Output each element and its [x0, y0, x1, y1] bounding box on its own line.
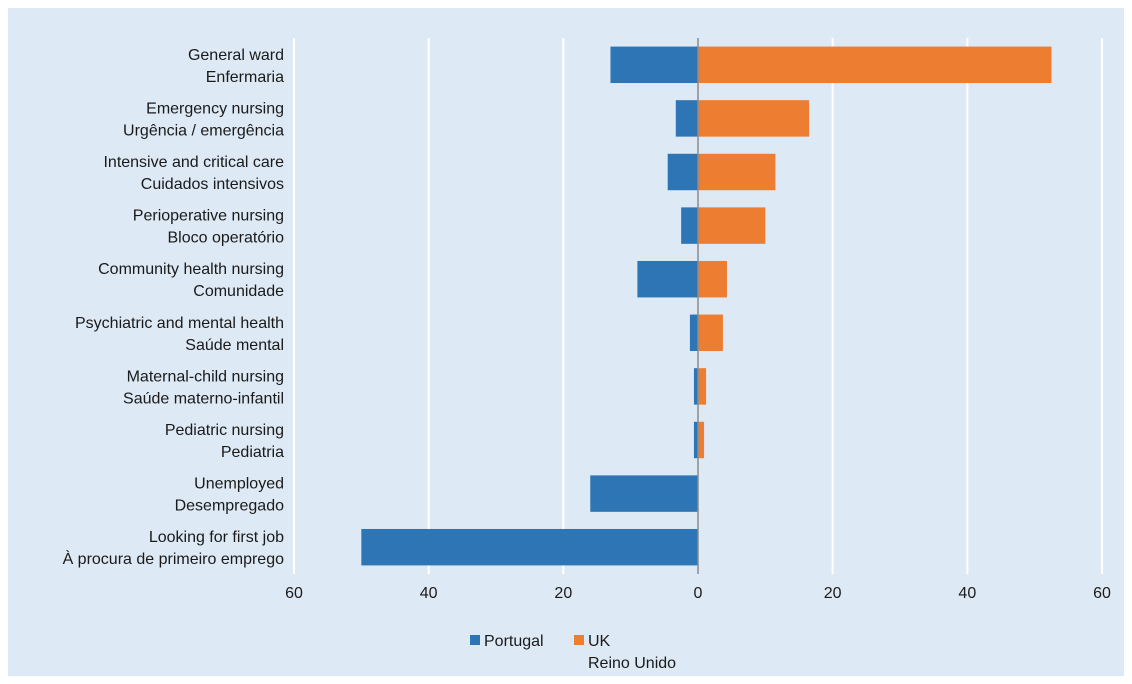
- bar-series0-4: [637, 260, 698, 298]
- bar-series0-1: [675, 100, 698, 137]
- bar-series1-6: [698, 368, 707, 405]
- category-label-0: General ward Enfermaria: [188, 47, 284, 86]
- x-tick-labels: 60 40 20 0 20 40 60: [285, 585, 1111, 602]
- category-label-line: Maternal-child nursing: [127, 368, 284, 385]
- category-label-line: Perioperative nursing: [133, 208, 284, 225]
- bar-series0-2: [667, 153, 698, 191]
- legend-label-0: Portugal: [484, 633, 544, 650]
- bar-series1-4: [698, 260, 727, 298]
- legend-label-line: UK: [588, 633, 611, 650]
- x-tick-label-0: 60: [285, 585, 303, 602]
- category-label-line: Looking for first job: [149, 529, 284, 546]
- bar-series1-7: [698, 421, 705, 459]
- chart-frame: General ward Enfermaria Emergency nursing U…: [8, 8, 1124, 676]
- category-label-line: Saúde mental: [185, 337, 284, 354]
- category-label-line: Saúde materno-infantil: [123, 390, 284, 407]
- legend-label-line: Reino Unido: [588, 655, 676, 672]
- category-label-line: Bloco operatório: [167, 230, 284, 247]
- x-tick-label-5: 40: [958, 585, 976, 602]
- bar-series1-5: [698, 314, 723, 352]
- category-label-6: Maternal-child nursing Saúde materno-infa…: [123, 368, 284, 407]
- bar-series1-1: [698, 100, 810, 137]
- x-tick-label-3: 0: [694, 585, 703, 602]
- legend: Portugal UK Reino Unido: [470, 633, 676, 672]
- bar-series0-8: [590, 475, 698, 512]
- category-label-line: Cuidados intensivos: [141, 176, 284, 193]
- category-labels: General ward Enfermaria Emergency nursing U…: [63, 47, 285, 568]
- bars: [361, 38, 1052, 574]
- legend-label-line: Portugal: [484, 633, 544, 650]
- category-label-line: Pediatric nursing: [165, 422, 284, 439]
- legend-label-1: UK Reino Unido: [588, 633, 676, 672]
- bar-series0-5: [689, 314, 698, 352]
- category-label-2: Intensive and critical care Cuidados inte…: [103, 154, 284, 193]
- bar-series0-9: [361, 528, 698, 566]
- x-tick-label-4: 20: [824, 585, 842, 602]
- category-label-line: Unemployed: [194, 476, 284, 493]
- category-label-line: Emergency nursing: [146, 100, 284, 117]
- bar-series0-3: [681, 207, 698, 244]
- category-label-line: Desempregado: [175, 498, 285, 515]
- legend-swatch-1: [574, 635, 584, 645]
- category-label-1: Emergency nursing Urgência / emergência: [123, 100, 284, 139]
- x-tick-label-2: 20: [554, 585, 572, 602]
- bar-series0-6: [693, 368, 698, 405]
- category-label-line: General ward: [188, 47, 284, 64]
- bar-series1-0: [698, 46, 1052, 84]
- x-tick-label-6: 60: [1093, 585, 1111, 602]
- category-label-line: Pediatria: [221, 444, 284, 461]
- category-label-9: Looking for first job À procura de primei…: [63, 529, 285, 568]
- category-label-line: Intensive and critical care: [103, 154, 284, 171]
- category-label-4: Community health nursing Comunidade: [98, 261, 284, 300]
- bar-series1-3: [698, 207, 766, 244]
- category-label-line: Enfermaria: [206, 69, 284, 86]
- bar-series1-2: [698, 153, 776, 191]
- category-label-line: Urgência / emergência: [123, 122, 284, 139]
- category-label-3: Perioperative nursing Bloco operatório: [133, 208, 284, 247]
- category-label-line: Community health nursing: [98, 261, 284, 278]
- bar-series0-0: [610, 46, 698, 84]
- category-label-line: Comunidade: [193, 283, 284, 300]
- category-label-line: À procura de primeiro emprego: [63, 549, 285, 568]
- x-tick-label-1: 40: [420, 585, 438, 602]
- category-label-8: Unemployed Desempregado: [175, 476, 285, 515]
- diverging-bar-chart: General ward Enfermaria Emergency nursing U…: [63, 38, 1111, 672]
- category-label-7: Pediatric nursing Pediatria: [165, 422, 284, 461]
- bar-series0-7: [693, 421, 698, 459]
- legend-swatch-0: [470, 635, 480, 645]
- category-label-5: Psychiatric and mental health Saúde menta…: [75, 315, 284, 354]
- category-label-line: Psychiatric and mental health: [75, 315, 284, 332]
- gridlines: [293, 38, 1103, 574]
